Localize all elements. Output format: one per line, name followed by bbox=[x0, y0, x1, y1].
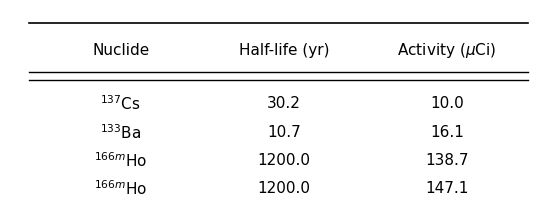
Text: 1200.0: 1200.0 bbox=[257, 153, 310, 168]
Text: 16.1: 16.1 bbox=[430, 125, 464, 140]
Text: 138.7: 138.7 bbox=[425, 153, 468, 168]
Text: $^{133}$Ba: $^{133}$Ba bbox=[100, 123, 141, 142]
Text: 10.7: 10.7 bbox=[267, 125, 301, 140]
Text: 1200.0: 1200.0 bbox=[257, 181, 310, 196]
Text: 30.2: 30.2 bbox=[267, 96, 301, 111]
Text: $^{137}$Cs: $^{137}$Cs bbox=[100, 94, 141, 113]
Text: 10.0: 10.0 bbox=[430, 96, 464, 111]
Text: Activity ($\mu$Ci): Activity ($\mu$Ci) bbox=[397, 41, 496, 60]
Text: $^{166m}$Ho: $^{166m}$Ho bbox=[94, 179, 147, 198]
Text: Half-life (yr): Half-life (yr) bbox=[239, 43, 329, 58]
Text: $^{166m}$Ho: $^{166m}$Ho bbox=[94, 151, 147, 170]
Text: 147.1: 147.1 bbox=[425, 181, 468, 196]
Text: Nuclide: Nuclide bbox=[92, 43, 150, 58]
